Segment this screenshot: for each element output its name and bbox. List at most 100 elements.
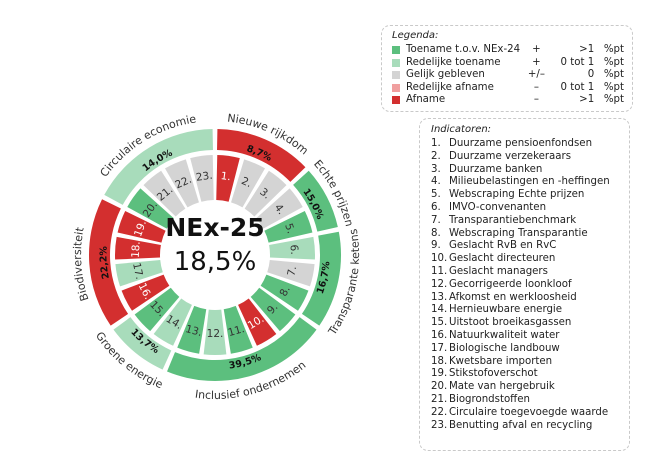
indicator-list-item: 9. Geslacht RvB en RvC	[431, 240, 623, 253]
indicator-number: 21.	[431, 393, 448, 405]
indicator-slice	[203, 309, 227, 355]
indicator-list-item: 23. Benutting afval en recycling	[431, 420, 623, 433]
legend-item: Gelijk gebleven +/– 0 %pt	[392, 69, 624, 82]
indicator-slice	[115, 236, 161, 260]
center-title: NEx-25	[165, 213, 264, 242]
indicator-slice	[250, 287, 296, 332]
category-value: 22,2%	[98, 245, 112, 280]
indicator-slice	[143, 170, 186, 217]
legend-title: Legenda:	[392, 30, 439, 41]
center-value: 18,5%	[174, 247, 257, 277]
category-slice	[217, 129, 306, 182]
indicator-label: 11.	[227, 323, 246, 339]
indicator-name: Natuurkwaliteit water	[449, 329, 560, 341]
indicator-label: 23.	[195, 170, 213, 184]
indicator-slice	[153, 298, 192, 346]
indicator-list-item: 8. Webscraping Transparantie	[431, 228, 623, 241]
indicator-name: Biogrondstoffen	[449, 393, 530, 405]
indicator-slice	[115, 259, 163, 287]
indicator-number: 2.	[431, 150, 441, 162]
indicator-name: Hernieuwbare energie	[449, 304, 563, 316]
category-slice	[88, 199, 129, 326]
indicator-name: Webscraping Transparantie	[449, 227, 588, 239]
indicator-number: 4.	[431, 176, 441, 188]
legend-range: 0 tot 1	[560, 56, 595, 68]
indicator-label: 1.	[220, 170, 232, 183]
category-slice	[167, 317, 317, 381]
legend-unit: %pt	[603, 69, 624, 80]
indicators-title: Indicatoren:	[431, 124, 492, 135]
indicator-number: 23.	[431, 419, 448, 431]
indicator-list-item: 11. Geslacht managers	[431, 266, 623, 279]
indicator-number: 7.	[431, 214, 441, 226]
indicator-list-item: 19. Stikstofoverschot	[431, 368, 623, 381]
legend-item: Redelijke afname – 0 tot 1 %pt	[392, 82, 624, 95]
indicator-list-item: 22. Circulaire toegevoegde waarde	[431, 407, 623, 420]
indicator-number: 1.	[431, 138, 441, 149]
indicator-name: Geslacht managers	[449, 265, 548, 277]
legend-range: >1	[579, 44, 595, 55]
indicator-slice	[267, 259, 315, 287]
indicator-label: 7.	[285, 265, 299, 277]
indicator-list-item: 10. Geslacht directeuren	[431, 253, 623, 266]
indicator-number: 9.	[431, 240, 441, 252]
category-name: Biodiversiteit	[71, 226, 91, 303]
indicator-name: Gecorrigeerde loonkloof	[449, 278, 572, 290]
indicator-list-item: 16. Natuurkwaliteit water	[431, 330, 623, 343]
indicator-list-item: 7. Transparantiebenchmark	[431, 215, 623, 228]
indicator-list-item: 12. Gecorrigeerde loonkloof	[431, 279, 623, 292]
indicator-list-item: 3. Duurzame banken	[431, 164, 623, 177]
indicator-name: Duurzame pensioenfondsen	[449, 138, 593, 149]
indicator-slice	[264, 211, 313, 243]
indicator-number: 22.	[431, 406, 448, 418]
indicator-slice	[190, 155, 214, 202]
indicator-label: 12.	[207, 328, 224, 340]
indicator-number: 15.	[431, 317, 448, 329]
indicator-slice	[231, 159, 266, 208]
indicator-list-item: 2. Duurzame verzekeraars	[431, 151, 623, 164]
legend-item: Afname – >1 %pt	[392, 94, 624, 107]
category-slice	[113, 317, 172, 370]
indicator-list-item: 21. Biogrondstoffen	[431, 394, 623, 407]
indicators-panel: Indicatoren: 1. Duurzame pensioenfondsen 2…	[419, 118, 630, 451]
indicator-list-item: 18. Kwetsbare importen	[431, 356, 623, 369]
indicator-name: Circulaire toegevoegde waarde	[449, 406, 609, 418]
indicator-slice	[117, 211, 166, 243]
indicator-number: 17.	[431, 342, 448, 354]
indicator-slice	[127, 188, 174, 229]
legend-swatch	[392, 46, 400, 55]
indicator-name: Transparantiebenchmark	[449, 214, 577, 226]
indicator-number: 12.	[431, 278, 448, 290]
indicator-list-item: 17. Biologische landbouw	[431, 343, 623, 356]
legend-sign: +	[532, 44, 541, 55]
indicator-number: 13.	[431, 291, 448, 303]
legend-swatch	[392, 58, 400, 67]
indicator-label: 18.	[130, 241, 143, 258]
indicator-label: 8.	[278, 284, 293, 298]
indicator-slice	[260, 274, 309, 311]
indicator-name: Webscraping Echte prijzen	[449, 189, 585, 201]
indicator-name: Kwetsbare importen	[449, 355, 553, 367]
indicator-slice	[238, 298, 277, 346]
category-slice	[104, 129, 213, 205]
indicator-name: Duurzame banken	[449, 163, 543, 175]
legend-unit: %pt	[603, 94, 624, 105]
indicator-list-item: 14. Hernieuwbare energie	[431, 304, 623, 317]
indicator-label: 6.	[287, 244, 300, 255]
indicator-label: 19.	[132, 219, 149, 239]
indicator-slice	[134, 287, 180, 332]
indicator-label: 2.	[239, 175, 253, 190]
indicator-label: 5.	[282, 222, 297, 235]
legend-panel: Legenda: Toename t.o.v. NEx-24 + >1 %pt Rede…	[381, 25, 633, 112]
indicator-name: Uitstoot broeikasgassen	[449, 317, 572, 329]
indicator-name: Geslacht RvB en RvC	[449, 240, 557, 252]
legend-label: Redelijke afname	[406, 81, 494, 93]
indicator-number: 10.	[431, 253, 448, 265]
legend-range: >1	[579, 94, 595, 105]
indicator-list-item: 20. Mate van hergebruik	[431, 381, 623, 394]
indicator-list-item: 5. Webscraping Echte prijzen	[431, 189, 623, 202]
legend-swatch	[392, 83, 400, 92]
legend-sign: –	[533, 94, 539, 105]
indicator-list-item: 4. Milieubelastingen en -heffingen	[431, 176, 623, 189]
